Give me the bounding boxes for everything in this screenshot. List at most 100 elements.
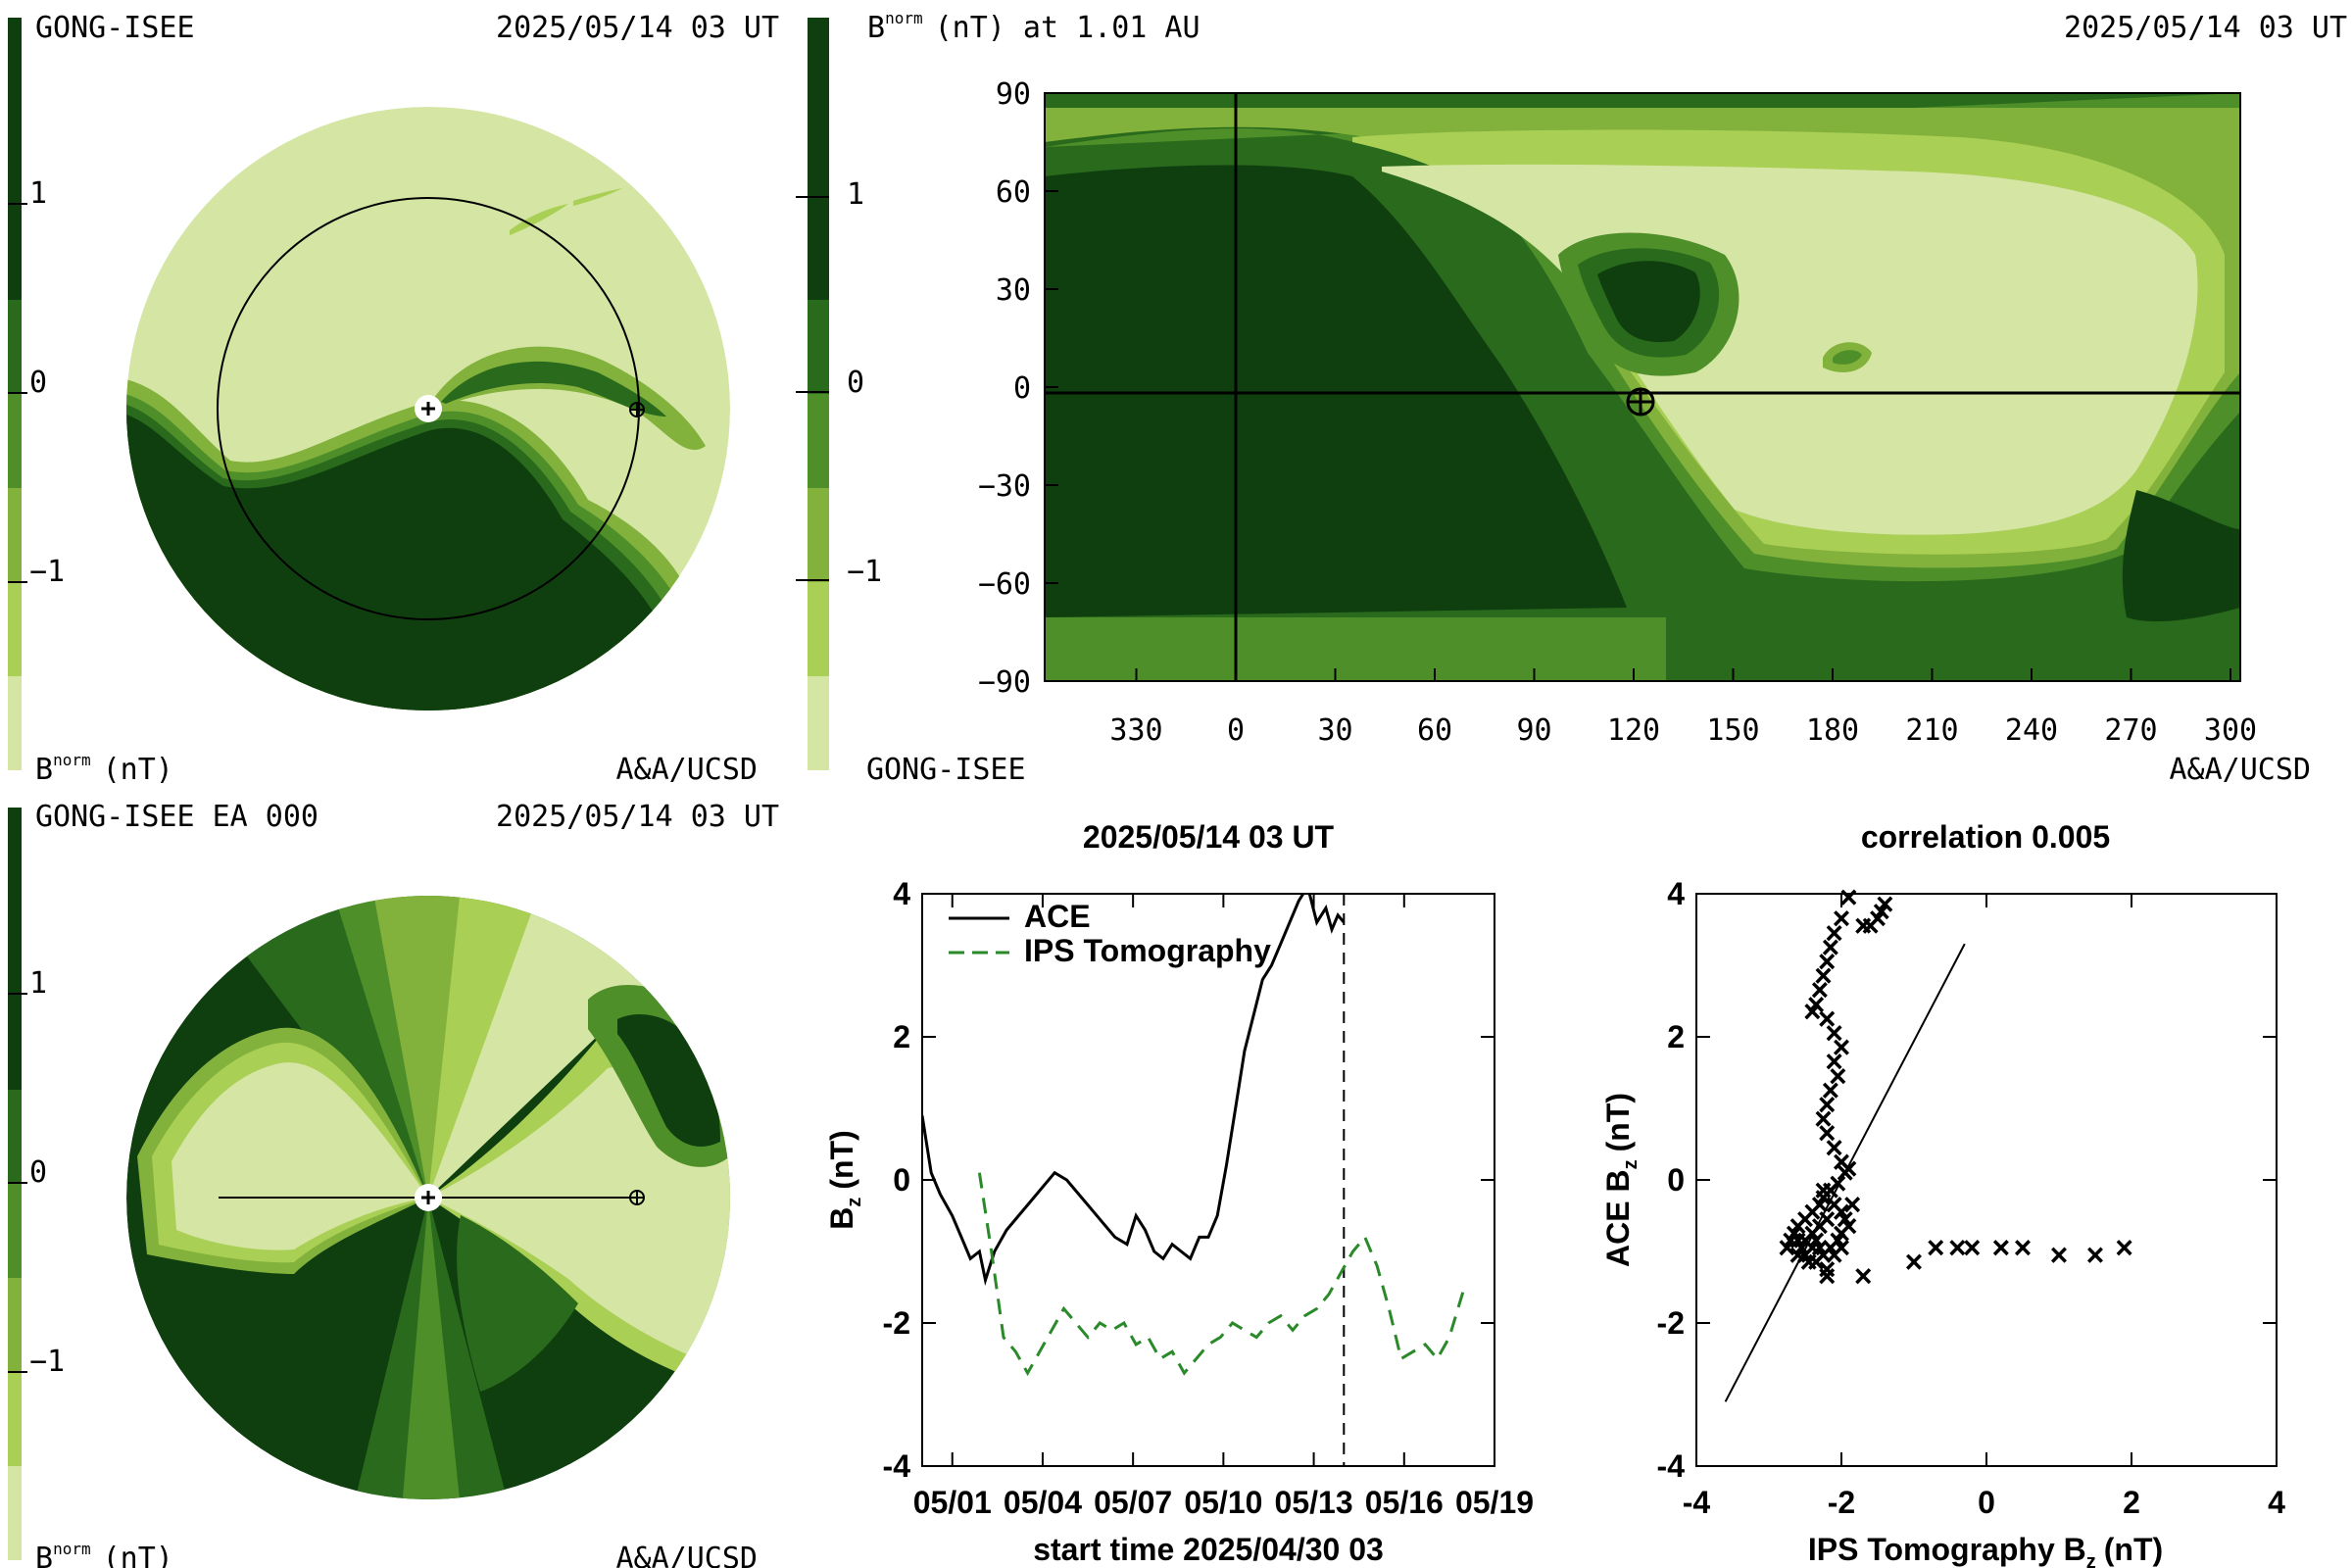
colorbar-tr-tick-0: 0: [847, 366, 864, 400]
synoptic-xtick-label: 330: [1109, 713, 1162, 748]
scatter-ytick-label: -4: [1657, 1448, 1686, 1484]
synoptic-xtick-label: 270: [2104, 713, 2157, 748]
synoptic-xtick-label: 240: [2005, 713, 2058, 748]
scatter-point: ×: [1810, 972, 1829, 1007]
scatter-point: ×: [1810, 1187, 1829, 1222]
scatter-point: ×: [1814, 1237, 1833, 1272]
scatter-point: ×: [1807, 1245, 1826, 1280]
synoptic-ytick-label: 90: [996, 77, 1031, 112]
line-chart-title: 2025/05/14 03 UT: [1083, 819, 1335, 855]
colorbar-tl-tick-m1: −1: [29, 555, 65, 589]
bl-header-right: 2025/05/14 03 UT: [496, 800, 779, 834]
scatter-point: ×: [2086, 1237, 2105, 1272]
line-ytick-label: -4: [883, 1448, 911, 1484]
scatter-points: ××××××××××××××××××××××××××××××××××××××××…: [1778, 879, 2133, 1294]
scatter-point: ×: [1778, 1230, 1796, 1265]
scatter-point: ×: [1818, 1258, 1837, 1294]
sun-marker-bottom-left: [415, 1184, 442, 1211]
colorbar-bottom-left: [8, 808, 27, 1560]
line-ytick-label: -2: [883, 1305, 910, 1341]
scatter-point: ×: [1807, 987, 1826, 1022]
scatter-point: ×: [1854, 908, 1873, 944]
line-xtick-label: 05/16: [1365, 1485, 1444, 1520]
scatter-chart-title: correlation 0.005: [1861, 819, 2110, 855]
synoptic-ytick-label: −30: [978, 469, 1031, 504]
tl-header-right: 2025/05/14 03 UT: [496, 11, 779, 45]
scatter-point: ×: [1788, 1208, 1807, 1244]
scatter-point: ×: [1839, 1208, 1858, 1244]
scatter-point: ×: [1803, 1215, 1822, 1250]
scatter-chart-y-axis: 4 2 0 -2 -4: [1657, 876, 2277, 1484]
scatter-point: ×: [2115, 1230, 2133, 1265]
scatter-xtick-label: 4: [2268, 1485, 2285, 1520]
scatter-point: ×: [1788, 1223, 1807, 1258]
colorbar-bl-tick-1: 1: [29, 966, 47, 1001]
synoptic-xtick-label: 210: [1905, 713, 1958, 748]
line-ytick-label: 0: [893, 1162, 910, 1198]
scatter-point: ×: [1833, 1230, 1851, 1265]
scatter-point: ×: [1803, 1195, 1822, 1230]
line-xtick-label: 05/13: [1275, 1485, 1353, 1520]
scatter-point: ×: [1799, 1245, 1818, 1280]
scatter-point: ×: [1782, 1223, 1800, 1258]
synoptic-xtick-label: 0: [1227, 713, 1245, 748]
line-chart-x-axis: 05/01 05/04 05/07 05/10 05/13 05/16 05/19: [913, 894, 1534, 1520]
line-ytick-label: 4: [893, 876, 910, 911]
colorbar-bl-tick-0: 0: [29, 1155, 47, 1190]
scatter-point: ×: [1810, 1230, 1829, 1265]
line-xtick-label: 05/10: [1184, 1485, 1262, 1520]
synoptic-xtick-label: 180: [1806, 713, 1859, 748]
series-ips-tomography-line: [977, 1172, 1466, 1377]
scatter-point: ×: [1792, 1230, 1811, 1265]
scatter-ytick-label: 2: [1667, 1019, 1685, 1054]
scatter-chart-xlabel: IPS Tomography Bz (nT): [1808, 1532, 2163, 1568]
synoptic-ytick-label: 60: [996, 175, 1031, 210]
line-chart-legend: ACE IPS Tomography: [949, 899, 1271, 968]
scatter-point: ×: [1843, 1187, 1862, 1222]
earth-marker-bottom-left: [629, 1190, 645, 1205]
scatter-ytick-label: 4: [1667, 876, 1685, 911]
line-ytick-label: 2: [893, 1019, 910, 1054]
scatter-point: ×: [1814, 1102, 1833, 1137]
scatter-point: ×: [1829, 1058, 1847, 1094]
scatter-chart-frame: [1695, 893, 2278, 1467]
scatter-point: ×: [1825, 915, 1843, 951]
scatter-point: ×: [1836, 1154, 1854, 1190]
line-xtick-label: 05/19: [1455, 1485, 1534, 1520]
synoptic-xtick-label: 30: [1317, 713, 1352, 748]
scatter-point: ×: [1803, 1230, 1822, 1265]
synoptic-xtick-label: 120: [1607, 713, 1660, 748]
line-xtick-label: 05/04: [1004, 1485, 1082, 1520]
tl-footer-variable: Bnorm (nT): [35, 751, 173, 787]
scatter-point: ×: [1839, 879, 1858, 914]
regression-line: [1724, 943, 1966, 1402]
scatter-point: ×: [1833, 901, 1851, 936]
scatter-point: ×: [2050, 1237, 2069, 1272]
scatter-chart-x-axis: -4 -2 0 2 4: [1683, 894, 2285, 1520]
sun-marker-top-left: [415, 395, 442, 422]
synoptic-ytick-label: −90: [978, 665, 1031, 700]
scatter-point: ×: [1991, 1230, 2010, 1265]
scatter-point: ×: [1788, 1237, 1807, 1272]
scatter-point: ×: [1814, 958, 1833, 994]
line-chart-y-axis: 4 2 0 -2 -4: [883, 876, 1494, 1484]
line-xtick-label: 05/07: [1094, 1485, 1172, 1520]
scatter-point: ×: [1822, 929, 1840, 964]
scatter-point: ×: [1854, 1258, 1873, 1294]
scatter-point: ×: [1836, 1201, 1854, 1237]
bl-footer-variable: Bnorm (nT): [35, 1540, 173, 1568]
scatter-point: ×: [1948, 1230, 1967, 1265]
synoptic-xtick-label: 90: [1516, 713, 1551, 748]
synoptic-xtick-label: 300: [2204, 713, 2257, 748]
scatter-point: ×: [1818, 1001, 1837, 1036]
colorbar-tr-tick-1: 1: [847, 177, 864, 212]
line-chart-xlabel: start time 2025/04/30 03: [1033, 1532, 1384, 1567]
scatter-point: ×: [1825, 1187, 1843, 1222]
scatter-point: ×: [1818, 1115, 1837, 1151]
colorbar-top-right: [796, 18, 829, 770]
synoptic-xtick-label: 60: [1417, 713, 1452, 748]
scatter-ytick-label: -2: [1657, 1305, 1685, 1341]
scatter-point: ×: [1814, 1173, 1833, 1208]
scatter-ytick-label: 0: [1667, 1162, 1685, 1198]
